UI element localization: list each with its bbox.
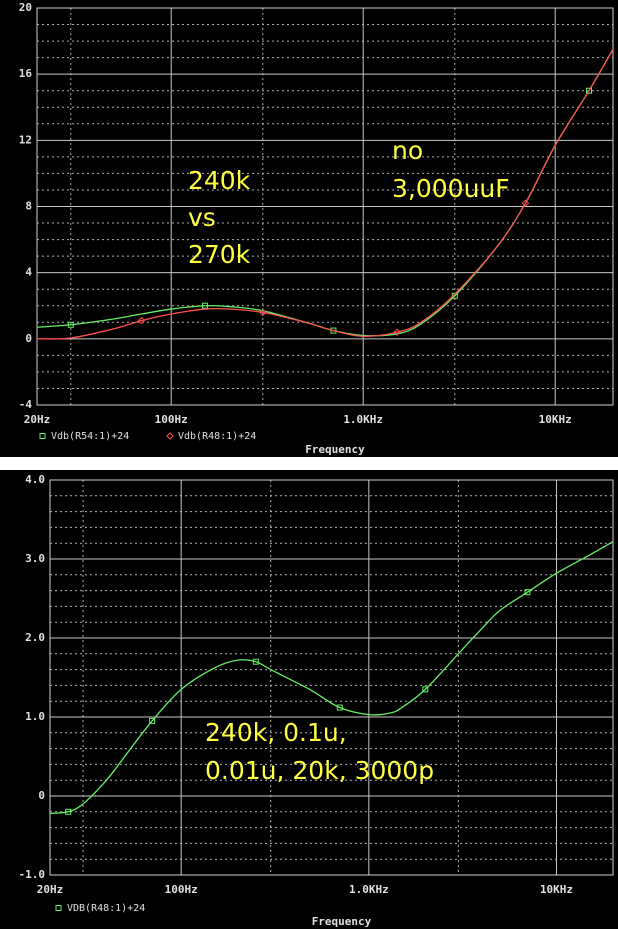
legend-marker — [39, 433, 46, 439]
marker — [422, 686, 429, 693]
y-tick-label: 20 — [19, 1, 32, 14]
marker — [336, 704, 343, 711]
series-line — [36, 49, 614, 340]
x-tick-label: 10KHz — [539, 413, 572, 426]
marker — [393, 328, 401, 336]
plot-frame — [49, 479, 614, 876]
y-tick-label: 12 — [19, 133, 32, 146]
x-tick-label: 20Hz — [24, 413, 51, 426]
x-tick-label: 1.0KHz — [343, 413, 383, 426]
x-tick-label: 1.0KHz — [349, 883, 389, 896]
x-axis-label: Frequency — [305, 443, 365, 456]
chart-background — [0, 470, 618, 929]
y-tick-label: 2.0 — [25, 631, 45, 644]
y-tick-label: -4 — [19, 398, 33, 411]
legend-label: VDB(R48:1)+24 — [67, 903, 145, 914]
annotation: vs — [188, 203, 216, 232]
annotation: 0.01u, 20k, 3000p — [205, 756, 434, 785]
y-tick-label: 3.0 — [25, 552, 45, 565]
marker — [67, 321, 74, 328]
annotation: 3,000uuF — [392, 174, 510, 203]
y-tick-label: 16 — [19, 67, 33, 80]
marker — [259, 308, 267, 317]
y-tick-label: 1.0 — [25, 710, 45, 723]
y-tick-label: 4 — [25, 266, 32, 279]
legend-label: Vdb(R48:1)+24 — [178, 431, 256, 442]
chart-background — [0, 0, 618, 457]
plot-frame — [36, 7, 614, 406]
x-tick-label: 100Hz — [155, 413, 188, 426]
legend-marker — [55, 905, 62, 911]
x-tick-label: 100Hz — [165, 883, 198, 896]
marker — [521, 199, 530, 207]
marker — [524, 589, 531, 596]
legend-label: Vdb(R54:1)+24 — [51, 431, 129, 442]
x-axis-label: Frequency — [312, 915, 372, 928]
annotation: 240k, 0.1u, — [205, 718, 347, 747]
y-tick-label: 8 — [25, 200, 32, 213]
annotation: 240k — [188, 166, 251, 195]
legend-marker — [166, 432, 174, 440]
marker — [586, 87, 593, 94]
annotation: no — [392, 136, 423, 165]
marker — [149, 717, 156, 724]
marker — [202, 302, 209, 309]
annotation: 270k — [188, 240, 251, 269]
x-tick-label: 10KHz — [540, 883, 573, 896]
marker — [137, 316, 146, 325]
x-tick-label: 20Hz — [37, 883, 64, 896]
marker — [65, 808, 72, 815]
series-line — [49, 541, 614, 815]
y-tick-label: -1.0 — [19, 868, 46, 881]
marker — [252, 658, 259, 665]
y-tick-label: 4.0 — [25, 473, 45, 486]
y-tick-label: 0 — [38, 789, 45, 802]
y-tick-label: 0 — [25, 332, 32, 345]
